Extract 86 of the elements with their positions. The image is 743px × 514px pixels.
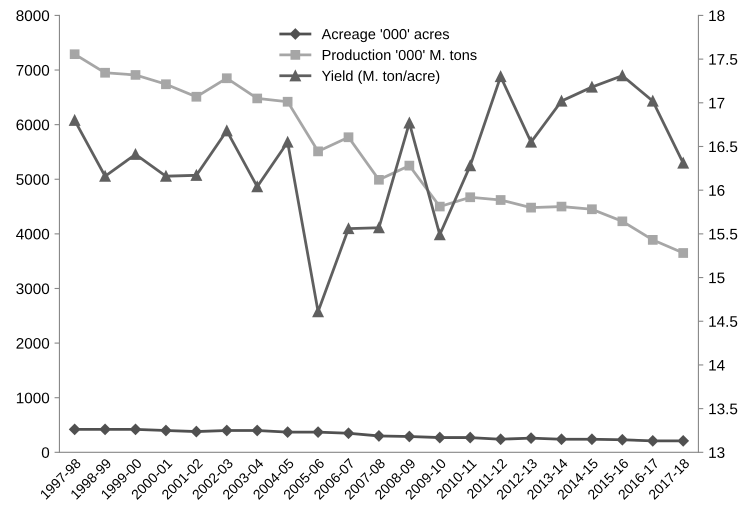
y2-tick-label: 15.5 bbox=[709, 228, 738, 240]
point bbox=[100, 68, 110, 78]
point bbox=[648, 235, 658, 245]
legend-label: Acreage '000' acres bbox=[322, 28, 450, 42]
point bbox=[526, 202, 536, 213]
point bbox=[404, 430, 415, 442]
y2-tick-label: 13.5 bbox=[709, 404, 738, 414]
point bbox=[404, 160, 414, 170]
y-tick-label: 4000 bbox=[16, 228, 50, 240]
point bbox=[70, 49, 80, 60]
y2-tick-label: 17 bbox=[709, 98, 724, 108]
point bbox=[647, 435, 658, 446]
y-tick-label: 5000 bbox=[16, 174, 50, 185]
point bbox=[282, 96, 293, 107]
y-tick-label: 2000 bbox=[16, 338, 50, 349]
point bbox=[678, 435, 689, 446]
point bbox=[496, 195, 506, 205]
point bbox=[647, 95, 658, 107]
point bbox=[252, 94, 262, 104]
point bbox=[678, 158, 689, 169]
y2-tick-label: 18 bbox=[709, 10, 724, 22]
y-tick-label: 1000 bbox=[16, 392, 50, 404]
point bbox=[192, 92, 202, 102]
point bbox=[464, 160, 476, 172]
point bbox=[312, 426, 324, 438]
point bbox=[344, 132, 354, 142]
point bbox=[556, 202, 566, 212]
point bbox=[161, 79, 171, 90]
point bbox=[160, 424, 172, 436]
point bbox=[190, 426, 202, 438]
point bbox=[616, 434, 628, 446]
point bbox=[252, 181, 263, 192]
point bbox=[342, 428, 354, 439]
point bbox=[100, 170, 111, 182]
legend-label: Production '000' M. tons bbox=[322, 49, 477, 60]
y2-tick-label: 16.5 bbox=[709, 141, 738, 152]
point bbox=[525, 432, 537, 444]
point bbox=[130, 424, 142, 435]
point bbox=[222, 73, 232, 84]
y-tick-label: 6000 bbox=[16, 120, 50, 130]
point bbox=[586, 434, 598, 445]
point bbox=[252, 424, 263, 436]
point bbox=[556, 95, 568, 107]
point bbox=[434, 229, 446, 240]
y2-tick-label: 17.5 bbox=[709, 54, 738, 65]
y-tick-label: 3000 bbox=[16, 283, 50, 294]
point bbox=[434, 202, 445, 212]
point bbox=[190, 170, 202, 181]
point bbox=[374, 174, 384, 185]
point bbox=[556, 434, 568, 445]
point bbox=[495, 434, 506, 445]
point bbox=[221, 424, 232, 436]
y2-tick-label: 13 bbox=[709, 447, 724, 458]
point bbox=[130, 148, 142, 160]
y2-tick-label: 15 bbox=[709, 272, 724, 284]
point bbox=[526, 136, 537, 148]
point bbox=[464, 432, 476, 444]
point bbox=[99, 424, 111, 435]
point bbox=[130, 70, 140, 80]
point bbox=[69, 424, 80, 435]
point bbox=[313, 146, 323, 156]
point bbox=[373, 222, 384, 234]
point bbox=[69, 114, 80, 126]
point bbox=[586, 82, 598, 93]
point bbox=[282, 426, 294, 438]
y-tick-label: 0 bbox=[42, 447, 50, 458]
legend-label: Yield (M. ton/acre) bbox=[322, 70, 440, 84]
point bbox=[282, 136, 294, 148]
point bbox=[678, 248, 688, 258]
y-tick-label: 7000 bbox=[16, 64, 50, 76]
point bbox=[221, 125, 232, 136]
y2-tick-label: 14 bbox=[709, 360, 725, 370]
point bbox=[312, 306, 324, 318]
point bbox=[465, 192, 476, 202]
point bbox=[495, 71, 506, 82]
y2-tick-label: 16 bbox=[709, 185, 724, 196]
point bbox=[160, 170, 172, 182]
y2-tick-label: 14.5 bbox=[709, 316, 738, 327]
point bbox=[616, 70, 628, 82]
point bbox=[373, 430, 385, 442]
point bbox=[587, 204, 597, 214]
point bbox=[342, 223, 354, 234]
point bbox=[617, 216, 628, 226]
point bbox=[404, 117, 415, 128]
point bbox=[434, 432, 446, 444]
y-tick-label: 8000 bbox=[16, 10, 50, 22]
